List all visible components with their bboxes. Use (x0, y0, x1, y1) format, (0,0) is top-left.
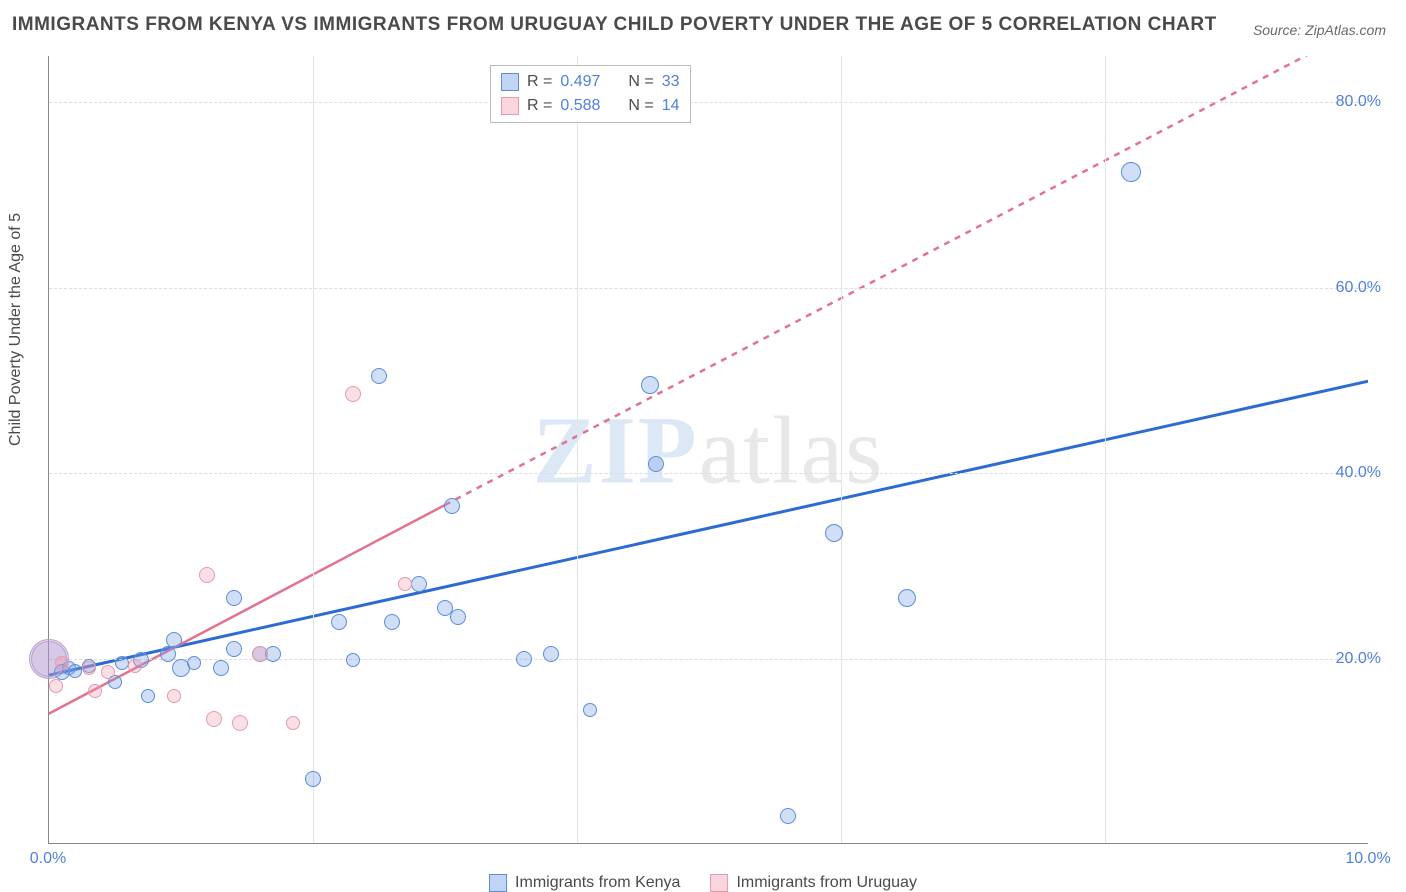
gridline-v (313, 56, 314, 843)
y-axis-title: Child Poverty Under the Age of 5 (7, 213, 25, 446)
data-point (450, 609, 466, 625)
data-point (101, 665, 115, 679)
y-tick-label: 20.0% (1336, 650, 1381, 668)
data-point (206, 711, 222, 727)
data-point (82, 661, 96, 675)
gridline-v (1105, 56, 1106, 843)
r-box-row: R = 0.497 N = 33 (501, 70, 680, 94)
legend-swatch (710, 874, 728, 892)
data-point (199, 567, 215, 583)
data-point (411, 576, 427, 592)
data-point (641, 376, 659, 394)
data-point (187, 656, 201, 670)
gridline-v (577, 56, 578, 843)
source-label: Source: ZipAtlas.com (1253, 22, 1386, 38)
data-point (226, 641, 242, 657)
plot-area: ZIPatlas (48, 56, 1368, 844)
data-point (115, 656, 129, 670)
data-point (825, 524, 843, 542)
chart-title: IMMIGRANTS FROM KENYA VS IMMIGRANTS FROM… (12, 14, 1217, 36)
n-label: N = (628, 70, 653, 94)
legend-swatch (501, 73, 519, 91)
gridline-h (49, 473, 1368, 474)
data-point (345, 386, 361, 402)
data-point (346, 653, 360, 667)
data-point (166, 632, 182, 648)
legend-swatch (501, 97, 519, 115)
x-tick-label: 0.0% (30, 850, 66, 868)
data-point (543, 646, 559, 662)
data-point (398, 577, 412, 591)
gridline-v (841, 56, 842, 843)
legend-label: Immigrants from Uruguay (736, 874, 917, 892)
x-tick-label: 10.0% (1345, 850, 1390, 868)
data-point (331, 614, 347, 630)
n-value: 14 (662, 94, 680, 118)
data-point (648, 456, 664, 472)
legend-item: Immigrants from Uruguay (710, 874, 917, 892)
data-point (371, 368, 387, 384)
legend-label: Immigrants from Kenya (515, 874, 680, 892)
data-point (141, 689, 155, 703)
gridline-h (49, 659, 1368, 660)
y-tick-label: 40.0% (1336, 464, 1381, 482)
data-point (68, 664, 82, 678)
r-box-row: R = 0.588 N = 14 (501, 94, 680, 118)
gridline-h (49, 288, 1368, 289)
gridline-h (49, 102, 1368, 103)
watermark: ZIPatlas (533, 394, 885, 505)
data-point (252, 646, 268, 662)
data-point (88, 684, 102, 698)
data-point (286, 716, 300, 730)
bottom-legend: Immigrants from Kenya Immigrants from Uru… (489, 874, 917, 892)
legend-swatch (489, 874, 507, 892)
data-point (384, 614, 400, 630)
data-point (898, 589, 916, 607)
y-tick-label: 60.0% (1336, 279, 1381, 297)
r-label: R = (527, 94, 552, 118)
data-point (232, 715, 248, 731)
data-point (160, 646, 176, 662)
data-point (780, 808, 796, 824)
data-point (583, 703, 597, 717)
data-point (213, 660, 229, 676)
data-point (167, 689, 181, 703)
n-label: N = (628, 94, 653, 118)
data-point (128, 659, 142, 673)
y-tick-label: 80.0% (1336, 93, 1381, 111)
watermark-suffix: atlas (699, 396, 885, 503)
data-point (444, 498, 460, 514)
correlation-box: R = 0.497 N = 33 R = 0.588 N = 14 (490, 65, 691, 123)
legend-item: Immigrants from Kenya (489, 874, 680, 892)
data-point (1121, 162, 1141, 182)
data-point (226, 590, 242, 606)
data-point (305, 771, 321, 787)
watermark-prefix: ZIP (533, 396, 699, 503)
data-point (49, 679, 63, 693)
r-value: 0.497 (560, 70, 600, 94)
n-value: 33 (662, 70, 680, 94)
data-point (55, 656, 69, 670)
r-label: R = (527, 70, 552, 94)
r-value: 0.588 (560, 94, 600, 118)
data-point (516, 651, 532, 667)
